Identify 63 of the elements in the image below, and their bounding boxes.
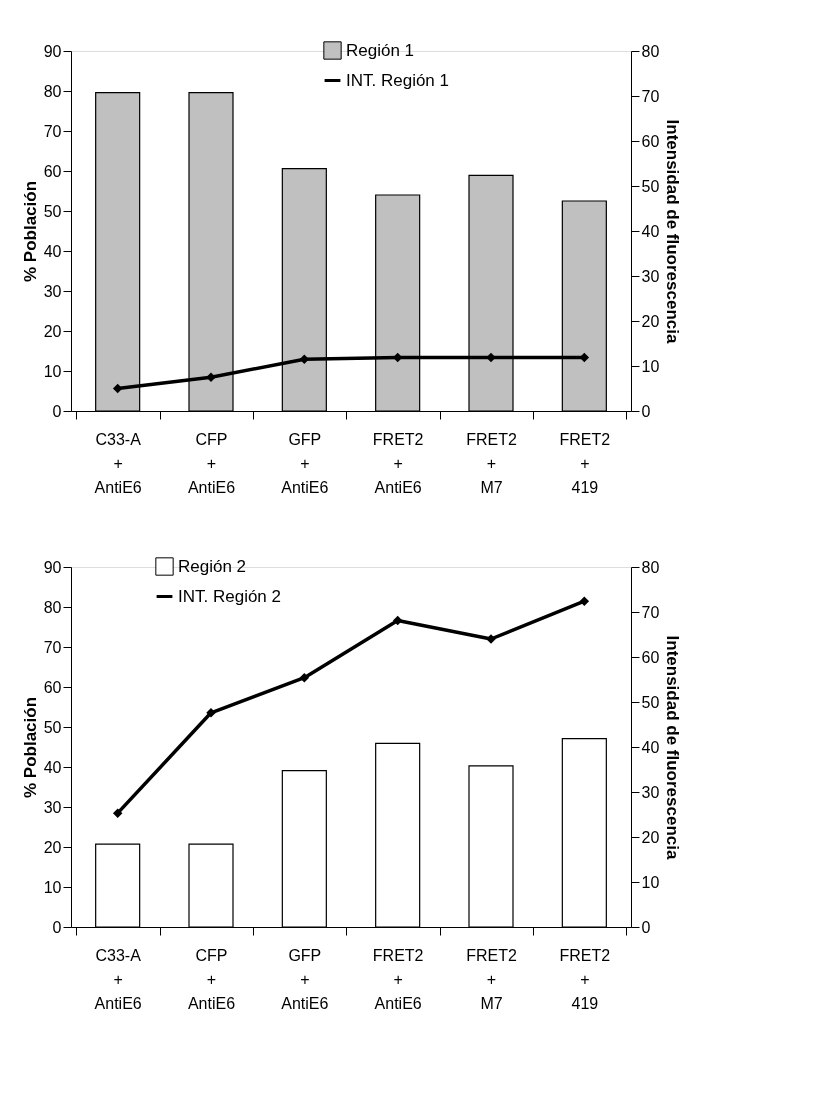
y-tick-label: 20: [43, 838, 62, 856]
y-tick-label: 10: [43, 362, 62, 380]
x-tick-label: CFP + AntiE6: [187, 946, 236, 1012]
point: [299, 672, 310, 683]
x-tick-label: FRET2 + M7: [466, 430, 517, 496]
y-tick-label: 80: [43, 82, 62, 100]
point: [579, 596, 590, 606]
y-tick-label: 10: [43, 878, 62, 896]
y-tick-label: 70: [43, 638, 62, 656]
y2-tick-label: 40: [641, 738, 660, 756]
y2-tick-label: 40: [641, 222, 660, 240]
y2-tick-label: 30: [641, 267, 660, 285]
x-tick-label: FRET2 + 419: [559, 430, 611, 496]
y-tick-label: 60: [43, 162, 62, 180]
y2-tick-label: 70: [641, 603, 660, 621]
y-tick-label: 90: [43, 558, 62, 576]
x-tick-label: C33-A + AntiE6: [94, 946, 142, 1012]
legend-label: Región 1: [346, 40, 415, 60]
legend-label: INT. Región 2: [178, 586, 281, 606]
x-tick-label: FRET2 + 419: [559, 946, 611, 1012]
legend-label: Región 2: [178, 556, 247, 576]
y2-axis-title: Intensidad de fluorescencia: [663, 119, 683, 344]
y-tick-label: 60: [43, 678, 62, 696]
y-tick-label: 40: [43, 758, 62, 776]
x-tick-label: FRET2 + AntiE6: [372, 430, 424, 496]
y-tick-label: 0: [52, 918, 62, 936]
y2-tick-label: 0: [641, 918, 651, 936]
y2-tick-label: 60: [641, 132, 660, 150]
y2-tick-label: 80: [641, 42, 660, 60]
y-tick-label: 30: [43, 798, 62, 816]
y2-tick-label: 50: [641, 177, 660, 195]
x-tick-label: FRET2 + AntiE6: [372, 946, 424, 1012]
y2-axis-title: Intensidad de fluorescencia: [663, 635, 683, 860]
y-tick-label: 80: [43, 598, 62, 616]
legend-label: INT. Región 1: [346, 70, 449, 90]
y2-tick-label: 20: [641, 828, 660, 846]
point: [112, 808, 123, 818]
y2-tick-label: 0: [641, 402, 651, 420]
y2-tick-label: 70: [641, 87, 660, 105]
y2-tick-label: 80: [641, 558, 660, 576]
y2-tick-label: 10: [641, 357, 660, 375]
y-tick-label: 50: [43, 202, 62, 220]
y-tick-label: 70: [43, 122, 62, 140]
x-tick-label: C33-A + AntiE6: [94, 430, 142, 496]
x-tick-label: GFP + AntiE6: [281, 430, 329, 496]
y2-tick-label: 60: [641, 648, 660, 666]
y-tick-label: 0: [52, 402, 62, 420]
y-tick-label: 30: [43, 282, 62, 300]
y-tick-label: 90: [43, 42, 62, 60]
y2-tick-label: 10: [641, 873, 660, 891]
y-tick-label: 50: [43, 718, 62, 736]
y2-tick-label: 30: [641, 783, 660, 801]
y-axis-title: % Población: [20, 696, 40, 799]
y2-tick-label: 20: [641, 312, 660, 330]
y-tick-label: 40: [43, 242, 62, 260]
y2-tick-label: 50: [641, 693, 660, 711]
x-tick-label: CFP + AntiE6: [187, 430, 236, 496]
y-axis-title: % Población: [20, 180, 40, 283]
point: [112, 383, 123, 394]
point: [392, 615, 403, 626]
x-tick-label: GFP + AntiE6: [281, 946, 329, 1012]
x-tick-label: FRET2 + M7: [466, 946, 517, 1012]
y-tick-label: 20: [43, 322, 62, 340]
